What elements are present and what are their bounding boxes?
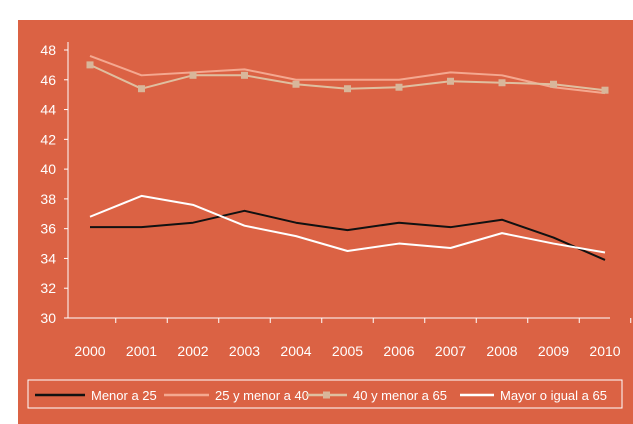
series-point bbox=[447, 77, 454, 85]
series-point bbox=[241, 71, 248, 79]
x-tick-label: 2008 bbox=[486, 343, 517, 359]
series-point bbox=[138, 85, 145, 93]
series-line-3 bbox=[89, 194, 606, 254]
legend-label: Mayor o igual a 65 bbox=[500, 388, 607, 403]
legend: Menor a 25 25 y menor a 40 40 y menor a 65… bbox=[27, 379, 623, 409]
x-tick-label: 2010 bbox=[589, 343, 620, 359]
series-lines bbox=[86, 55, 609, 261]
x-tick-label: 2004 bbox=[280, 343, 311, 359]
y-tick-label: 42 bbox=[40, 131, 56, 147]
series-point bbox=[550, 80, 557, 88]
axes bbox=[64, 42, 632, 323]
legend-label: 40 y menor a 65 bbox=[353, 388, 447, 403]
x-tick-label: 2000 bbox=[74, 343, 105, 359]
x-tick-label: 2009 bbox=[538, 343, 569, 359]
x-tick-label: 2007 bbox=[435, 343, 466, 359]
x-tick-label: 2003 bbox=[229, 343, 260, 359]
y-tick-label: 30 bbox=[40, 310, 56, 326]
legend-label: 25 y menor a 40 bbox=[215, 388, 309, 403]
series-line-0 bbox=[90, 209, 606, 261]
x-tick-label: 2006 bbox=[383, 343, 414, 359]
series-line-1 bbox=[89, 55, 606, 95]
series-point bbox=[292, 80, 300, 88]
y-tick-label: 44 bbox=[40, 102, 56, 118]
y-tick-label: 40 bbox=[40, 161, 56, 177]
series-point bbox=[395, 83, 403, 91]
x-tick-labels: 2000 2001 2002 2003 2004 2005 2006 2007 2008 2009… bbox=[74, 343, 620, 359]
x-tick-label: 2001 bbox=[126, 343, 157, 359]
legend-marker bbox=[323, 391, 330, 399]
legend-label: Menor a 25 bbox=[91, 388, 157, 403]
y-tick-label: 38 bbox=[40, 191, 56, 207]
y-tick-label: 32 bbox=[40, 280, 56, 296]
x-tick-label: 2005 bbox=[332, 343, 363, 359]
series-point bbox=[498, 79, 506, 87]
y-tick-labels: 30 32 34 36 38 40 42 44 46 48 bbox=[40, 42, 56, 326]
x-tick-label: 2002 bbox=[177, 343, 208, 359]
y-tick-label: 36 bbox=[40, 221, 56, 237]
y-tick-label: 34 bbox=[40, 250, 56, 266]
series-point bbox=[189, 71, 197, 79]
top-banner bbox=[0, 0, 633, 20]
series-point bbox=[86, 61, 94, 69]
y-tick-label: 46 bbox=[40, 72, 56, 88]
series-point bbox=[344, 85, 351, 93]
series-point bbox=[601, 86, 609, 94]
y-tick-label: 48 bbox=[40, 42, 56, 58]
legend-box bbox=[27, 379, 623, 409]
